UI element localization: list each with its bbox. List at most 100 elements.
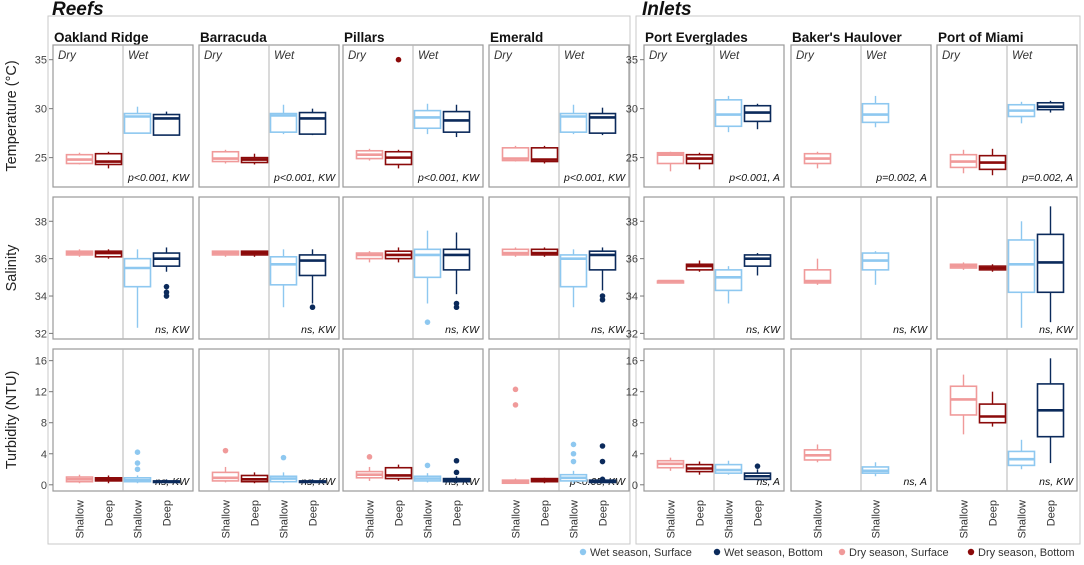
box-iqr <box>269 255 298 286</box>
box-port-everglades-turbidity-dry_bottom <box>685 461 714 475</box>
box-emerald-salinity-dry_bottom <box>530 247 559 257</box>
box-iqr <box>559 254 588 288</box>
y-tick-label: 32 <box>626 328 638 340</box>
stat-label-oakland-ridge-temperature: p<0.001, KW <box>127 172 190 184</box>
box-port-everglades-salinity-wet_bottom <box>743 253 772 276</box>
y-tick-label: 0 <box>632 480 638 492</box>
box-iqr <box>413 248 442 279</box>
outlier-point <box>453 300 460 307</box>
season-label-wet: Wet <box>564 50 585 62</box>
outlier-point <box>163 283 170 290</box>
outlier-point <box>570 441 577 448</box>
box-emerald-turbidity-dry_bottom <box>530 477 559 484</box>
y-tick-label: 4 <box>632 449 638 461</box>
outlier-point <box>599 476 606 483</box>
box-port-everglades-salinity-dry_bottom <box>685 260 714 272</box>
box-oakland-ridge-turbidity-dry_bottom <box>94 475 123 484</box>
box-port-everglades-temperature-dry_bottom <box>685 152 714 170</box>
y-tick-label: 38 <box>626 216 638 228</box>
stat-label-emerald-salinity: ns, KW <box>591 324 626 336</box>
box-emerald-salinity-wet_bottom <box>588 247 617 303</box>
season-label-wet: Wet <box>1012 50 1033 62</box>
box-iqr <box>298 111 327 135</box>
site-title-port-everglades: Port Everglades <box>645 30 748 45</box>
box-port-of-miami-salinity-dry_bottom <box>978 264 1007 272</box>
box-iqr <box>861 102 890 124</box>
stat-label-port-of-miami-temperature: p=0.002, A <box>1021 172 1073 184</box>
box-port-of-miami-temperature-dry_bottom <box>978 148 1007 176</box>
site-title-baker-s-haulover: Baker's Haulover <box>792 30 903 45</box>
box-port-of-miami-temperature-wet_surface <box>1007 101 1036 124</box>
box-baker-s-haulover-salinity-dry_surface <box>803 258 832 285</box>
panels-layer: Oakland Ridge 25 30 35 Dry Wet p<0.001, KW 32 34… <box>35 30 1078 539</box>
x-category-shallow: Shallow <box>365 500 377 539</box>
box-port-of-miami-salinity-wet_bottom <box>1036 206 1065 323</box>
box-pillars-turbidity-dry_surface <box>355 454 384 481</box>
box-barracuda-salinity-dry_bottom <box>240 250 269 257</box>
legend: Wet season, Surface Wet season, Bottom Dry… <box>579 547 1075 559</box>
season-label-dry: Dry <box>348 50 367 62</box>
box-baker-s-haulover-turbidity-dry_surface <box>803 444 832 463</box>
box-oakland-ridge-temperature-dry_bottom <box>94 151 123 169</box>
legend-label-wet_surface: Wet season, Surface <box>590 547 692 559</box>
box-pillars-salinity-wet_surface <box>413 230 442 325</box>
inlets-group-title: Inlets <box>642 0 692 20</box>
y-tick-label: 36 <box>35 254 47 266</box>
box-pillars-salinity-wet_bottom <box>442 232 471 311</box>
season-label-dry: Dry <box>494 50 513 62</box>
y-tick-label: 30 <box>626 104 638 116</box>
box-pillars-salinity-dry_surface <box>355 251 384 263</box>
y-tick-label: 8 <box>41 418 47 430</box>
outlier-point <box>453 469 460 476</box>
x-category-deep: Deep <box>452 500 464 526</box>
box-port-everglades-temperature-wet_bottom <box>743 103 772 130</box>
box-iqr <box>978 403 1007 424</box>
box-barracuda-turbidity-wet_bottom <box>298 479 327 484</box>
stat-label-baker-s-haulover-salinity: ns, KW <box>893 324 928 336</box>
box-pillars-turbidity-dry_bottom <box>384 464 413 481</box>
y-tick-label: 12 <box>626 387 638 399</box>
outlier-point <box>570 458 577 465</box>
box-iqr <box>714 99 743 128</box>
box-iqr <box>298 254 327 277</box>
x-category-shallow: Shallow <box>133 500 145 539</box>
stat-label-port-of-miami-turbidity: ns, KW <box>1039 476 1074 488</box>
y-tick-label: 38 <box>35 216 47 228</box>
outlier-point <box>512 402 519 408</box>
outlier-point <box>222 447 229 454</box>
site-title-oakland-ridge: Oakland Ridge <box>54 30 149 45</box>
box-iqr <box>94 152 123 166</box>
box-oakland-ridge-turbidity-wet_bottom <box>152 479 181 484</box>
x-category-shallow: Shallow <box>959 500 971 539</box>
box-iqr <box>442 248 471 271</box>
box-oakland-ridge-salinity-wet_surface <box>123 249 152 328</box>
box-port-everglades-temperature-dry_surface <box>656 151 685 172</box>
x-category-deep: Deep <box>1046 500 1058 526</box>
x-category-deep: Deep <box>250 500 262 526</box>
season-label-wet: Wet <box>274 50 295 62</box>
season-label-dry: Dry <box>942 50 961 62</box>
season-label-dry: Dry <box>204 50 223 62</box>
box-baker-s-haulover-turbidity-wet_surface <box>861 462 890 477</box>
y-tick-label: 35 <box>35 55 47 67</box>
x-category-shallow: Shallow <box>423 500 435 539</box>
x-category-deep: Deep <box>104 500 116 526</box>
box-port-of-miami-salinity-dry_surface <box>949 262 978 270</box>
season-label-wet: Wet <box>128 50 149 62</box>
x-category-shallow: Shallow <box>75 500 87 539</box>
x-category-shallow: Shallow <box>871 500 883 539</box>
box-pillars-turbidity-wet_bottom <box>442 457 471 484</box>
reefs-group-frame <box>47 15 631 545</box>
x-category-shallow: Shallow <box>221 500 233 539</box>
season-label-wet: Wet <box>719 50 740 62</box>
box-iqr <box>714 269 743 292</box>
reefs-group-title: Reefs <box>52 0 104 20</box>
outlier-point <box>424 319 431 325</box>
outlier-point <box>163 289 170 296</box>
y-axis-labels: Temperature (°C) Salinity Turbidity (NTU) <box>4 60 20 469</box>
legend-label-dry_surface: Dry season, Surface <box>849 547 949 559</box>
season-label-dry: Dry <box>58 50 77 62</box>
y-tick-label: 35 <box>626 55 638 67</box>
y-axis-label-temperature: Temperature (°C) <box>4 60 20 171</box>
y-tick-label: 16 <box>35 356 47 368</box>
